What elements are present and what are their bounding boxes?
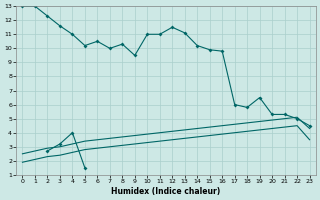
X-axis label: Humidex (Indice chaleur): Humidex (Indice chaleur) xyxy=(111,187,221,196)
